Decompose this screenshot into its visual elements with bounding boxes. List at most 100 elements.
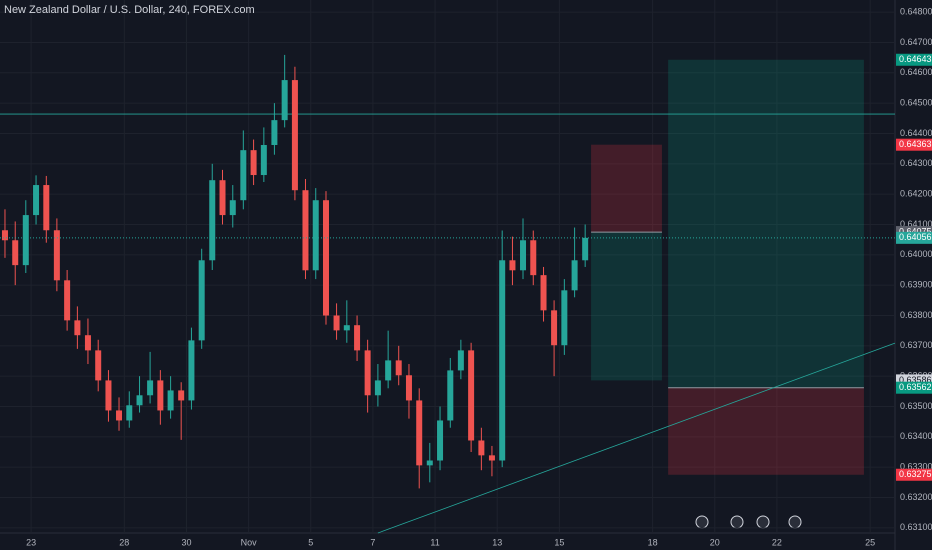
candle-body	[271, 120, 278, 146]
x-tick-label: 15	[554, 537, 564, 547]
trend-line	[377, 342, 896, 534]
x-tick-label: 20	[710, 537, 720, 547]
stop-zone	[591, 144, 662, 233]
y-tick-label: 0.63400	[900, 431, 932, 441]
price-badge-label: 0.64056	[899, 232, 932, 242]
candle-body	[105, 380, 112, 411]
candle-body	[22, 215, 29, 266]
y-tick-label: 0.64000	[900, 249, 932, 259]
y-tick-label: 0.64400	[900, 128, 932, 138]
x-tick-label: 28	[119, 537, 129, 547]
candle-body	[312, 200, 319, 271]
y-tick-label: 0.63300	[900, 462, 932, 472]
y-tick-label: 0.63500	[900, 401, 932, 411]
candle-body	[53, 230, 60, 281]
candle-body	[405, 375, 412, 401]
candle-body	[74, 320, 81, 336]
y-tick-label: 0.64700	[900, 37, 932, 47]
x-tick-label: 18	[648, 537, 658, 547]
y-tick-label: 0.63900	[900, 280, 932, 290]
candle-body	[116, 410, 123, 421]
candle-body	[395, 360, 402, 376]
candle-body	[582, 237, 589, 261]
x-tick-label: 22	[772, 537, 782, 547]
candle-body	[571, 260, 578, 291]
y-tick-label: 0.63100	[900, 522, 932, 532]
price-badge-label: 0.64643	[899, 54, 932, 64]
candle-body	[147, 380, 154, 396]
y-tick-label: 0.64600	[900, 67, 932, 77]
price-badge-label: 0.64363	[899, 139, 932, 149]
candle-body	[561, 290, 568, 346]
y-tick-label: 0.63200	[900, 492, 932, 502]
price-badge-label: 0.63275	[899, 469, 932, 479]
candle-body	[354, 325, 361, 351]
y-tick-label: 0.64500	[900, 98, 932, 108]
candle-body	[43, 185, 50, 231]
candle-body	[530, 240, 537, 276]
event-icon[interactable]	[788, 515, 802, 529]
candle-body	[540, 275, 547, 311]
price-badge-label: 0.63562	[899, 382, 932, 392]
event-icon[interactable]	[730, 515, 744, 529]
candle-body	[95, 350, 102, 381]
candle-body	[198, 260, 205, 341]
event-icon[interactable]	[756, 515, 770, 529]
x-tick-label: 30	[181, 537, 191, 547]
candle-body	[478, 440, 485, 456]
candle-body	[499, 260, 506, 461]
candle-body	[260, 145, 267, 176]
candle-body	[281, 80, 288, 121]
y-tick-label: 0.64800	[900, 7, 932, 17]
price-badge-label: 0.64075	[899, 226, 932, 236]
candle-body	[457, 350, 464, 371]
candle-body	[136, 395, 143, 406]
candle-body	[1, 230, 8, 241]
target-zone	[591, 232, 662, 381]
chart-title: New Zealand Dollar / U.S. Dollar, 240, F…	[4, 4, 255, 16]
candle-body	[447, 370, 454, 421]
y-tick-label: 0.64100	[900, 219, 932, 229]
candle-body	[188, 340, 195, 401]
candle-body	[64, 280, 71, 321]
candle-body	[488, 455, 495, 461]
price-badge-label: 0.63586	[899, 375, 932, 385]
y-tick-label: 0.64300	[900, 158, 932, 168]
candle-body	[364, 350, 371, 396]
y-tick-label: 0.64200	[900, 189, 932, 199]
candle-body	[385, 360, 392, 381]
candle-body	[322, 200, 329, 316]
candle-body	[520, 240, 527, 271]
candle-body	[374, 380, 381, 396]
price-badge	[896, 231, 932, 244]
candle-body	[426, 460, 433, 466]
price-badge	[896, 468, 932, 481]
candle-body	[157, 380, 164, 411]
y-tick-label: 0.63800	[900, 310, 932, 320]
candle-body	[209, 180, 216, 261]
candle-body	[302, 190, 309, 271]
x-tick-label: 23	[26, 537, 36, 547]
event-icon[interactable]	[695, 515, 709, 529]
x-tick-label: 5	[308, 537, 313, 547]
x-tick-label: 7	[370, 537, 375, 547]
candle-body	[437, 420, 444, 461]
candle-body	[551, 310, 558, 346]
x-tick-label: 11	[430, 537, 439, 547]
candle-body	[167, 390, 174, 411]
candle-body	[12, 240, 19, 266]
candle-body	[343, 325, 350, 331]
candle-body	[291, 80, 298, 191]
candle-body	[84, 335, 91, 351]
x-tick-label: 25	[865, 537, 875, 547]
price-badge	[896, 381, 932, 394]
candle-body	[126, 405, 133, 421]
candle-body	[229, 200, 236, 216]
candle-body	[416, 400, 423, 466]
x-tick-label: 13	[492, 537, 502, 547]
target-zone	[668, 59, 864, 388]
candle-body	[250, 150, 257, 176]
candle-body	[33, 185, 40, 216]
candle-body	[333, 315, 340, 331]
